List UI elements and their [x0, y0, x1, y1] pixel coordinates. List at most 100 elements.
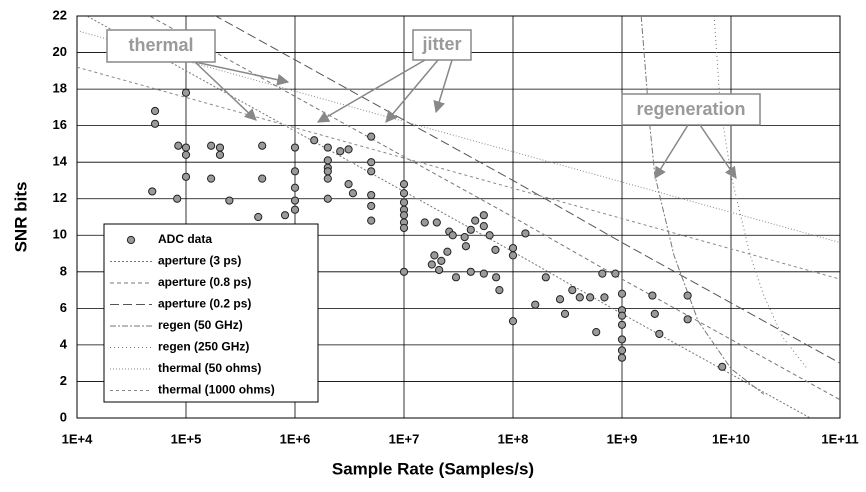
data-point	[399, 180, 409, 189]
data-point	[367, 216, 376, 225]
data-point	[215, 150, 225, 159]
legend-label: ADC data	[158, 232, 212, 246]
data-point	[683, 315, 692, 324]
data-point	[617, 353, 627, 362]
data-point	[479, 211, 488, 220]
data-point	[451, 273, 461, 282]
data-point	[323, 156, 332, 165]
data-point	[592, 328, 601, 337]
data-point	[617, 335, 627, 344]
y-tick-label: 6	[60, 300, 67, 315]
model-line	[148, 16, 840, 401]
legend-label: aperture (3 ps)	[158, 254, 241, 268]
y-tick-label: 14	[53, 154, 68, 169]
data-point	[617, 289, 627, 298]
data-point	[648, 291, 657, 300]
model-line	[214, 16, 840, 364]
data-point	[427, 260, 436, 269]
legend-label: thermal (1000 ohms)	[158, 383, 275, 397]
data-point	[430, 251, 439, 260]
y-tick-label: 2	[60, 373, 67, 388]
data-point	[598, 269, 607, 278]
data-point	[254, 212, 263, 222]
data-point	[290, 205, 300, 214]
annotation: regeneration	[636, 99, 745, 119]
y-tick-label: 16	[53, 117, 67, 132]
data-point	[181, 88, 191, 97]
data-point	[650, 309, 659, 318]
data-point	[617, 311, 627, 320]
annotation: thermal	[128, 35, 193, 55]
x-tick-label: 1E+7	[389, 431, 420, 446]
x-tick-label: 1E+11	[821, 431, 858, 446]
data-point	[435, 265, 444, 275]
y-tick-label: 8	[60, 263, 67, 278]
data-point	[492, 273, 501, 282]
y-tick-label: 4	[60, 336, 68, 351]
data-point	[367, 132, 376, 141]
data-point	[555, 295, 565, 304]
legend-label: thermal (50 ohms)	[158, 361, 261, 375]
x-axis-title: Sample Rate (Samples/s)	[332, 459, 534, 478]
data-point	[399, 267, 409, 276]
data-point	[399, 198, 409, 207]
data-point	[575, 293, 584, 302]
legend-label: aperture (0.8 ps)	[158, 275, 251, 289]
data-point	[290, 167, 300, 176]
data-point	[258, 174, 267, 183]
data-point	[148, 187, 157, 196]
data-point	[348, 189, 358, 198]
x-tick-label: 1E+8	[498, 431, 529, 446]
data-point	[323, 194, 332, 203]
data-point	[310, 136, 319, 145]
y-tick-label: 22	[53, 7, 67, 22]
data-point	[344, 180, 353, 189]
points	[148, 88, 727, 371]
data-point	[541, 273, 550, 282]
legend: ADC data aperture (3 ps) aperture (0.8 ps)…	[103, 223, 319, 403]
data-point	[437, 256, 446, 265]
data-point	[290, 183, 300, 192]
data-point	[683, 291, 692, 300]
data-point	[323, 174, 332, 183]
data-point	[215, 143, 225, 152]
data-point	[508, 243, 518, 253]
data-point	[367, 201, 376, 211]
y-tick-label: 12	[53, 190, 67, 205]
data-point	[617, 320, 627, 329]
data-point	[479, 269, 488, 278]
data-point	[479, 222, 488, 231]
data-point	[323, 143, 332, 152]
data-point	[495, 285, 504, 295]
grid	[76, 15, 841, 419]
data-point	[432, 218, 441, 227]
data-point	[225, 196, 234, 205]
x-tick-label: 1E+4	[62, 431, 93, 446]
data-point	[586, 293, 595, 302]
annotation: jitter	[421, 34, 461, 54]
data-point	[491, 245, 500, 254]
y-tick-label: 20	[53, 44, 67, 59]
data-point	[174, 141, 183, 150]
data-point	[258, 141, 267, 150]
data-point	[611, 269, 620, 278]
annotation-box	[412, 29, 472, 61]
data-point	[655, 329, 664, 339]
data-point	[560, 309, 570, 318]
data-point	[290, 196, 300, 205]
data-point	[508, 251, 518, 260]
data-point	[568, 285, 577, 295]
legend-label: regen (50 GHz)	[158, 318, 243, 332]
x-tick-label: 1E+6	[280, 431, 311, 446]
data-point	[367, 167, 376, 176]
data-point	[399, 189, 409, 198]
data-point	[718, 362, 727, 371]
data-point	[399, 211, 409, 220]
data-point	[460, 233, 469, 242]
data-point	[420, 218, 429, 227]
data-point	[290, 143, 300, 152]
data-point	[448, 231, 457, 240]
data-point	[336, 147, 345, 156]
data-point	[508, 317, 518, 326]
data-point	[150, 119, 160, 128]
